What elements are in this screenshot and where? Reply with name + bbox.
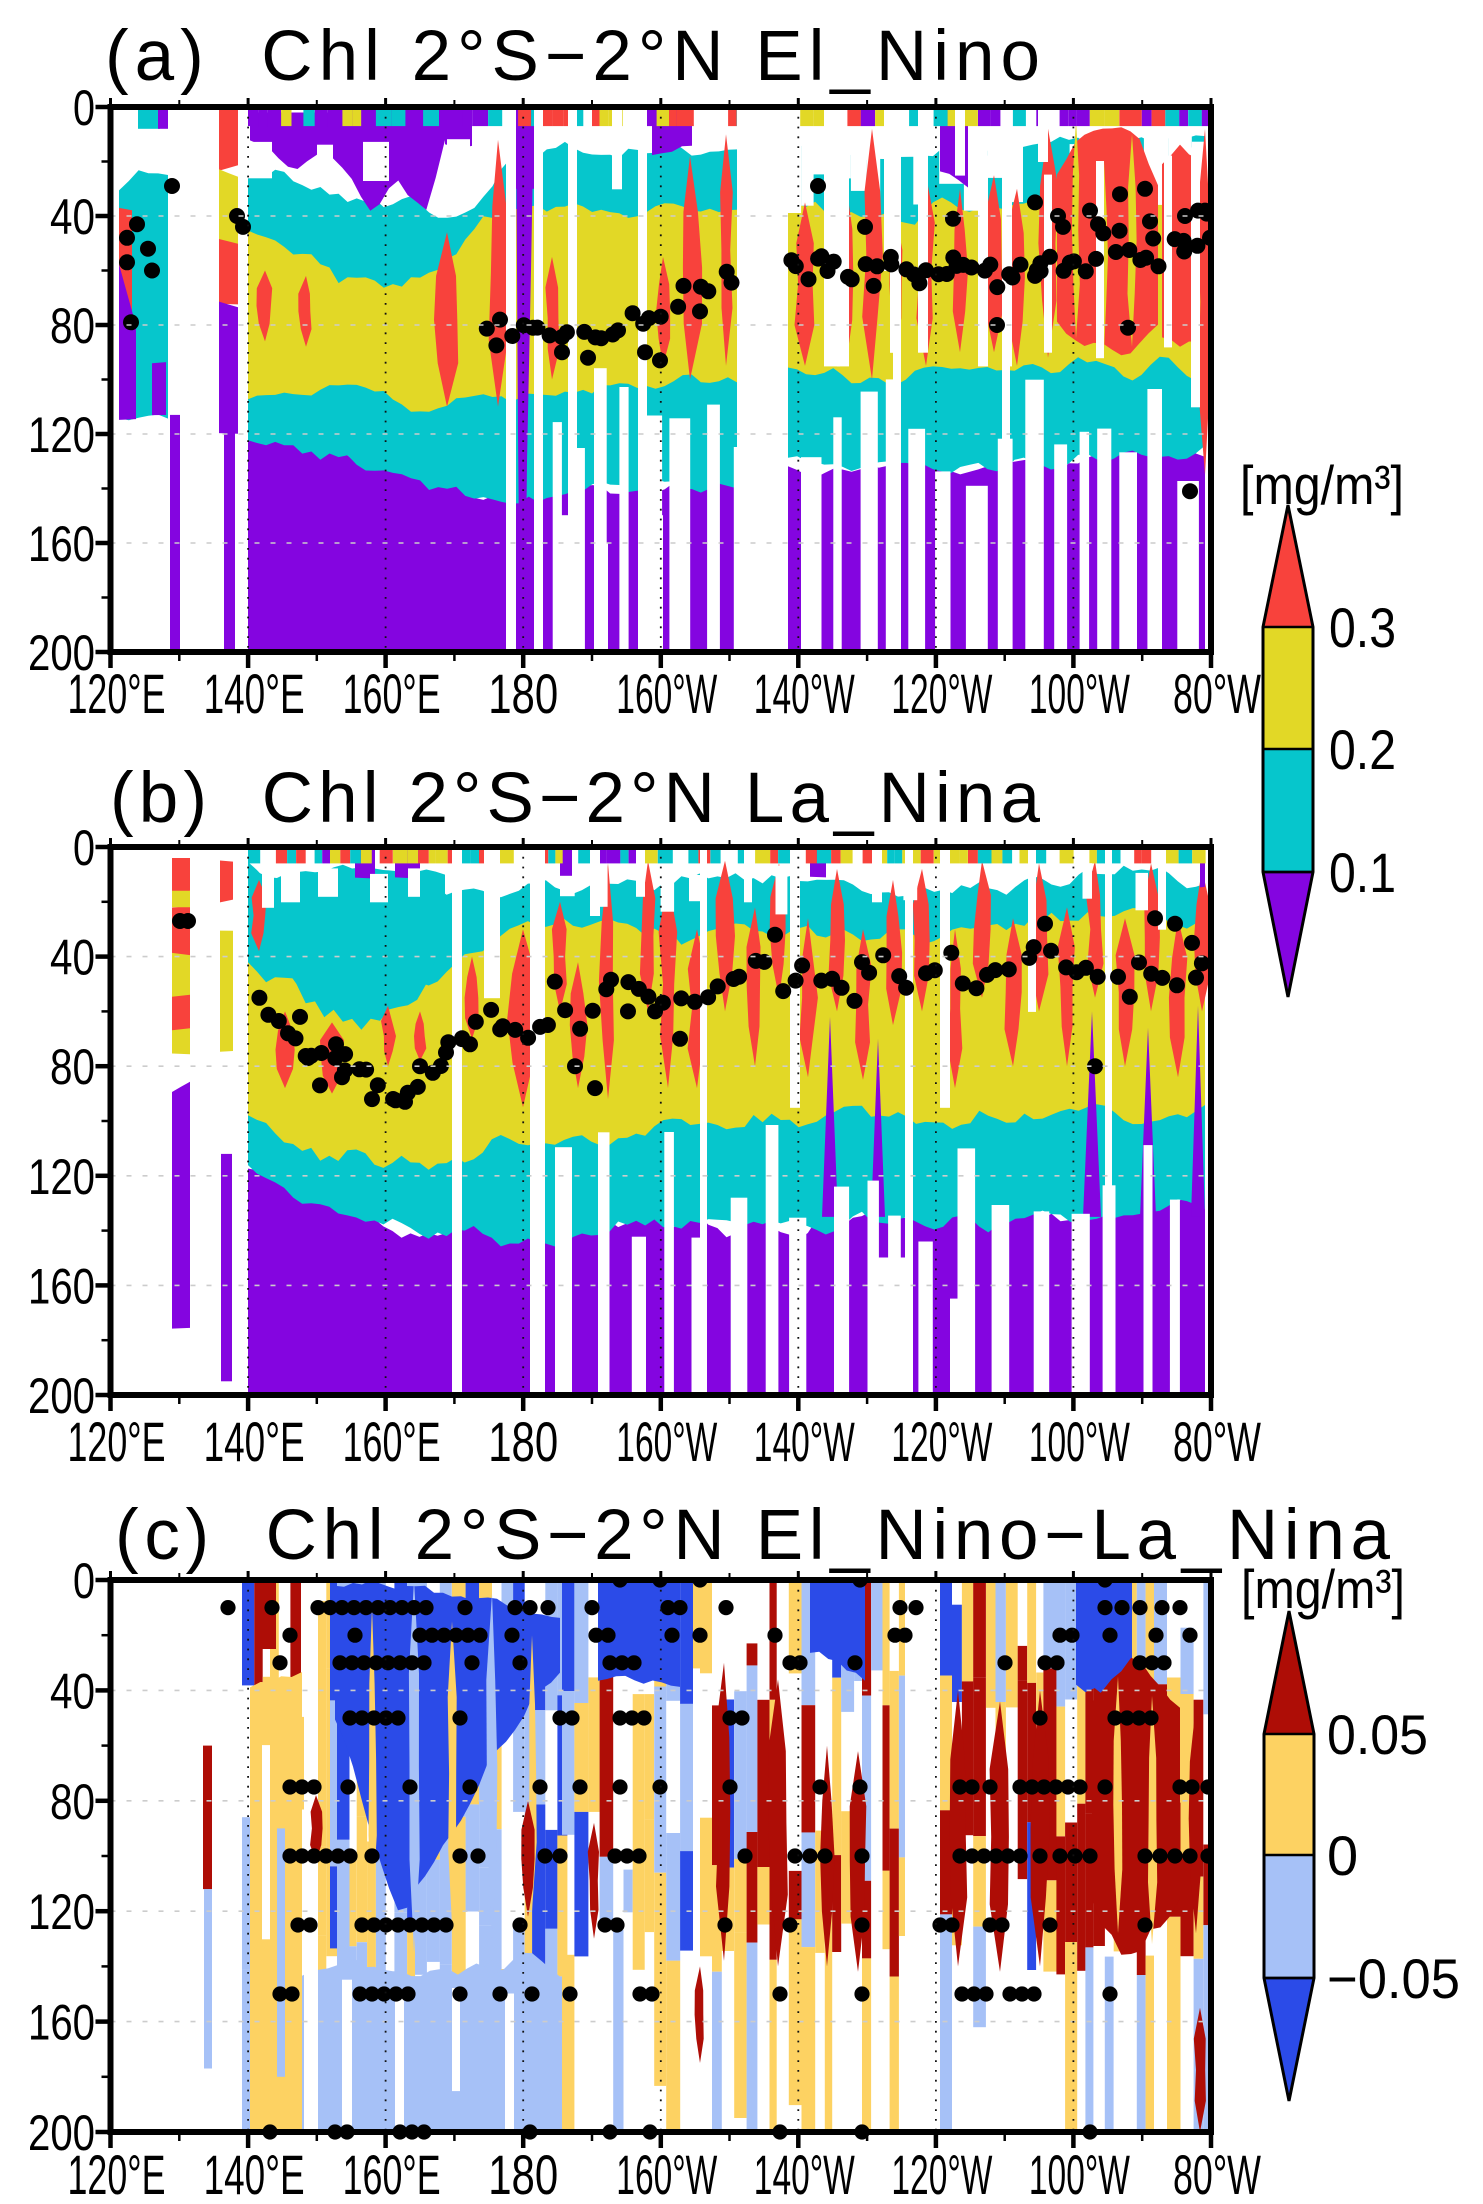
svg-text:160°W: 160°W (616, 1410, 717, 1473)
svg-text:80: 80 (50, 1039, 95, 1095)
svg-text:160°E: 160°E (343, 662, 441, 725)
svg-text:140°E: 140°E (204, 662, 305, 725)
svg-text:100°W: 100°W (1029, 662, 1130, 725)
svg-text:120°W: 120°W (891, 2143, 992, 2204)
svg-text:200: 200 (28, 625, 95, 681)
svg-text:180: 180 (488, 2143, 558, 2204)
svg-text:120°E: 120°E (68, 2143, 166, 2204)
svg-text:160°W: 160°W (616, 2143, 717, 2204)
svg-text:80°W: 80°W (1173, 2143, 1261, 2204)
svg-text:120°W: 120°W (891, 662, 992, 725)
svg-text:160°E: 160°E (343, 1410, 441, 1473)
svg-text:0: 0 (73, 1553, 95, 1609)
svg-text:80°W: 80°W (1173, 662, 1261, 725)
svg-text:160: 160 (28, 516, 95, 572)
svg-text:−0.05: −0.05 (1327, 1947, 1460, 2010)
svg-text:160°E: 160°E (343, 2143, 441, 2204)
svg-text:200: 200 (28, 2105, 95, 2161)
svg-text:[mg/m³]: [mg/m³] (1240, 454, 1404, 516)
svg-text:[mg/m³]: [mg/m³] (1241, 1558, 1405, 1620)
svg-text:180: 180 (488, 662, 558, 725)
svg-text:100°W: 100°W (1029, 2143, 1130, 2204)
svg-text:120°W: 120°W (891, 1410, 992, 1473)
svg-text:100°W: 100°W (1029, 1410, 1130, 1473)
svg-text:80°W: 80°W (1173, 1410, 1261, 1473)
svg-text:120: 120 (28, 1884, 95, 1940)
svg-text:40: 40 (50, 1663, 95, 1719)
svg-text:80: 80 (50, 1774, 95, 1830)
svg-text:0.2: 0.2 (1329, 718, 1396, 781)
svg-text:0.1: 0.1 (1329, 841, 1396, 904)
svg-text:(a) Chl 2°S−2°N El_Nino: (a) Chl 2°S−2°N El_Nino (105, 17, 1040, 96)
svg-text:160: 160 (28, 1258, 95, 1314)
svg-text:140°W: 140°W (754, 1410, 855, 1473)
svg-text:0: 0 (1327, 1824, 1358, 1887)
svg-text:140°W: 140°W (754, 2143, 855, 2204)
svg-text:0: 0 (73, 820, 95, 876)
svg-text:120: 120 (28, 1149, 95, 1205)
svg-text:120: 120 (28, 407, 95, 463)
svg-text:0.3: 0.3 (1329, 596, 1396, 659)
svg-text:0.05: 0.05 (1327, 1703, 1428, 1766)
svg-text:160: 160 (28, 1995, 95, 2051)
svg-text:80: 80 (50, 298, 95, 354)
svg-text:160°W: 160°W (616, 662, 717, 725)
svg-text:180: 180 (488, 1410, 558, 1473)
svg-text:140°E: 140°E (204, 1410, 305, 1473)
svg-text:(b) Chl 2°S−2°N La_Nina: (b) Chl 2°S−2°N La_Nina (110, 759, 1041, 838)
svg-text:120°E: 120°E (68, 662, 166, 725)
svg-text:40: 40 (50, 930, 95, 986)
svg-text:0: 0 (73, 80, 95, 136)
svg-text:140°E: 140°E (204, 2143, 305, 2204)
svg-text:200: 200 (28, 1368, 95, 1424)
svg-text:140°W: 140°W (754, 662, 855, 725)
svg-text:120°E: 120°E (68, 1410, 166, 1473)
svg-text:40: 40 (50, 189, 95, 245)
